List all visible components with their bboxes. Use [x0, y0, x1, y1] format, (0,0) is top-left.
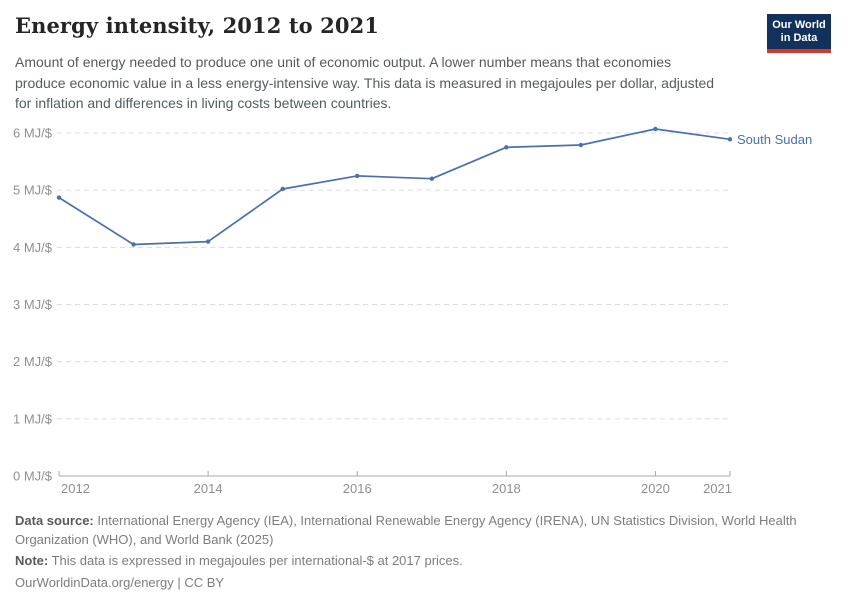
- footer-link[interactable]: OurWorldinData.org/energy | CC BY: [15, 575, 225, 590]
- data-point[interactable]: [355, 173, 360, 179]
- y-axis-tick-label: 1 MJ/$: [13, 411, 53, 426]
- data-point[interactable]: [56, 195, 62, 200]
- owid-logo[interactable]: Our World in Data: [767, 14, 831, 53]
- data-point[interactable]: [727, 137, 733, 142]
- y-axis-tick-label: 5 MJ/$: [13, 183, 53, 198]
- y-axis-tick-label: 2 MJ/$: [13, 354, 53, 369]
- data-point[interactable]: [653, 126, 658, 132]
- x-axis-tick-label: 2016: [343, 481, 372, 496]
- y-axis-tick-label: 4 MJ/$: [13, 240, 53, 255]
- y-axis-tick-label: 0 MJ/$: [13, 469, 53, 484]
- series-line[interactable]: [58, 128, 731, 246]
- logo-text-line1: Our World: [772, 19, 826, 31]
- x-axis-tick-label: 2018: [492, 481, 521, 496]
- x-axis-tick-label: 2021: [703, 481, 732, 496]
- data-point[interactable]: [131, 242, 136, 247]
- data-point[interactable]: [280, 186, 285, 192]
- note-label: Note:: [15, 553, 49, 568]
- datasource-label: Data source:: [15, 513, 94, 528]
- footer-datasource: Data source: International Energy Agency…: [15, 511, 807, 549]
- logo-text-line2: in Data: [780, 32, 818, 44]
- x-axis-tick-label: 2020: [641, 481, 670, 496]
- data-point[interactable]: [504, 145, 509, 150]
- footer-note: Note: This data is expressed in megajoul…: [15, 551, 807, 570]
- x-axis-tick-label: 2014: [194, 481, 223, 496]
- data-point[interactable]: [205, 239, 211, 244]
- series-label[interactable]: South Sudan: [737, 132, 812, 147]
- line-chart[interactable]: 0 MJ/$ 1 MJ/$ 2 MJ/$ 3 MJ/$ 4 MJ/$ 5 MJ/$ 6 MJ…: [0, 110, 850, 510]
- note-text: This data is expressed in megajoules per…: [48, 553, 463, 568]
- data-point[interactable]: [429, 176, 434, 181]
- data-point[interactable]: [578, 142, 584, 148]
- chart-subtitle: Amount of energy needed to produce one u…: [15, 54, 715, 111]
- chart-footer: Data source: International Energy Agency…: [15, 511, 807, 594]
- y-axis-tick-label: 6 MJ/$: [13, 126, 53, 141]
- x-axis-tick-label: 2012: [61, 481, 90, 496]
- datasource-text: International Energy Agency (IEA), Inter…: [15, 513, 797, 547]
- page-title: Energy intensity, 2012 to 2021: [15, 13, 380, 38]
- y-axis-tick-label: 3 MJ/$: [13, 297, 53, 312]
